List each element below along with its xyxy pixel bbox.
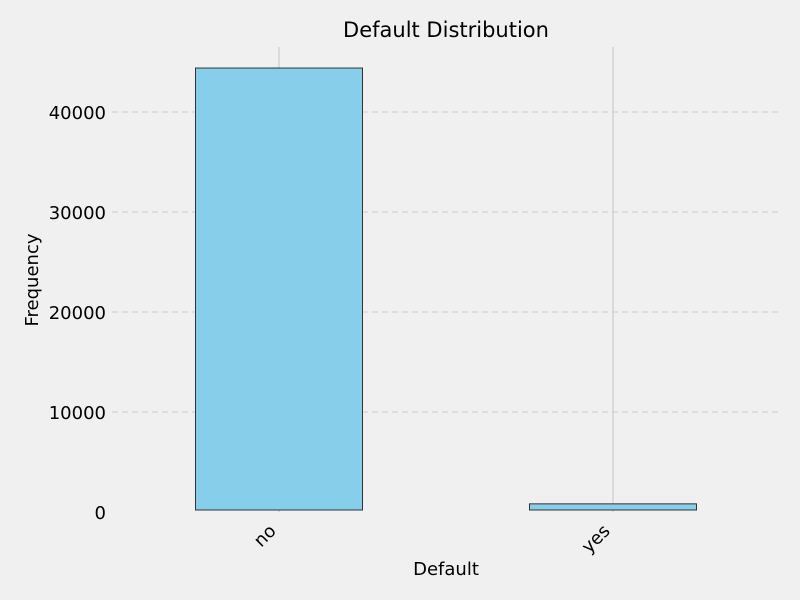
y-axis-label: Frequency <box>22 233 43 326</box>
bar-no <box>195 67 363 511</box>
x-tick-labels: no yes <box>250 521 615 558</box>
y-tick-label: 30000 <box>49 203 106 224</box>
bar-yes <box>529 503 697 511</box>
y-tick-label: 40000 <box>49 103 106 124</box>
y-tick-label: 20000 <box>49 303 106 324</box>
y-tick-label: 10000 <box>49 403 106 424</box>
chart-title: Default Distribution <box>343 18 549 42</box>
y-tick-labels: 0 10000 20000 30000 40000 <box>49 103 106 524</box>
x-tick-label: yes <box>578 521 615 558</box>
y-tick-label: 0 <box>95 503 106 524</box>
bars-layer <box>195 67 697 511</box>
x-axis-label: Default <box>413 559 479 580</box>
x-tick-label: no <box>250 521 281 552</box>
